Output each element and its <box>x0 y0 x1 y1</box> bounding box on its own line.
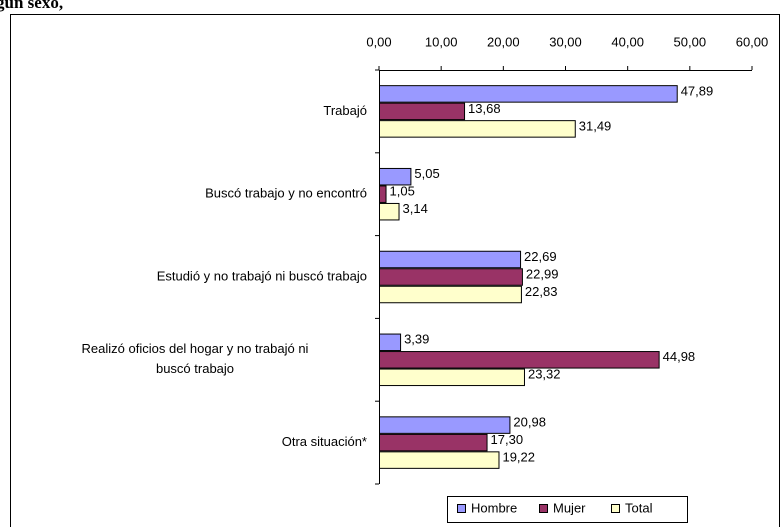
bar <box>379 120 576 138</box>
value-label: 44,98 <box>663 349 696 364</box>
bar <box>379 202 400 221</box>
x-tick-label: 40,00 <box>611 34 644 49</box>
x-tick-label: 50,00 <box>674 34 707 49</box>
bar <box>379 167 412 186</box>
value-label: 3,39 <box>404 332 429 347</box>
bar <box>379 416 511 434</box>
bar <box>379 185 387 203</box>
x-tick-label: 30,00 <box>549 34 582 49</box>
x-tick-label: 60,00 <box>736 34 769 49</box>
value-label: 23,32 <box>528 367 561 382</box>
legend-label: Hombre <box>471 500 517 515</box>
y-tick-label: Realizó oficios del hogar y no trabajó n… <box>82 341 309 376</box>
bar <box>379 433 488 452</box>
value-label: 22,99 <box>526 266 559 281</box>
bar <box>379 285 522 304</box>
legend-box <box>447 496 688 523</box>
legend-swatch <box>457 504 466 513</box>
value-label: 3,14 <box>403 201 428 216</box>
value-label: 13,68 <box>468 101 501 116</box>
bar <box>379 351 660 369</box>
legend-label: Mujer <box>553 500 586 515</box>
value-label: 22,69 <box>524 249 557 264</box>
x-tick-label: 20,00 <box>487 34 520 49</box>
bar <box>379 451 500 469</box>
value-label: 19,22 <box>502 450 535 465</box>
y-tick-label: Buscó trabajo y no encontró <box>205 186 367 201</box>
value-label: 22,83 <box>525 284 558 299</box>
y-tick-label: Estudió y no trabajó ni buscó trabajo <box>157 268 367 283</box>
legend-label: Total <box>625 500 653 515</box>
bar <box>379 268 523 286</box>
x-tick-label: 10,00 <box>425 34 458 49</box>
bar <box>379 85 678 103</box>
value-label: 1,05 <box>390 184 415 199</box>
y-tick-label: Otra situación* <box>282 434 367 449</box>
bar <box>379 102 466 121</box>
bar <box>379 368 525 387</box>
legend-swatch <box>611 504 620 513</box>
value-label: 31,49 <box>579 118 612 133</box>
x-tick-label: 0,00 <box>366 34 391 49</box>
value-label: 5,05 <box>414 166 439 181</box>
legend-swatch <box>539 504 548 513</box>
value-label: 17,30 <box>491 432 524 447</box>
bar <box>379 250 522 269</box>
value-label: 47,89 <box>681 83 714 98</box>
bar <box>379 333 402 352</box>
y-tick-label: Trabajó <box>323 103 367 118</box>
chart-title: gún sexo, <box>0 0 63 12</box>
value-label: 20,98 <box>513 415 546 430</box>
